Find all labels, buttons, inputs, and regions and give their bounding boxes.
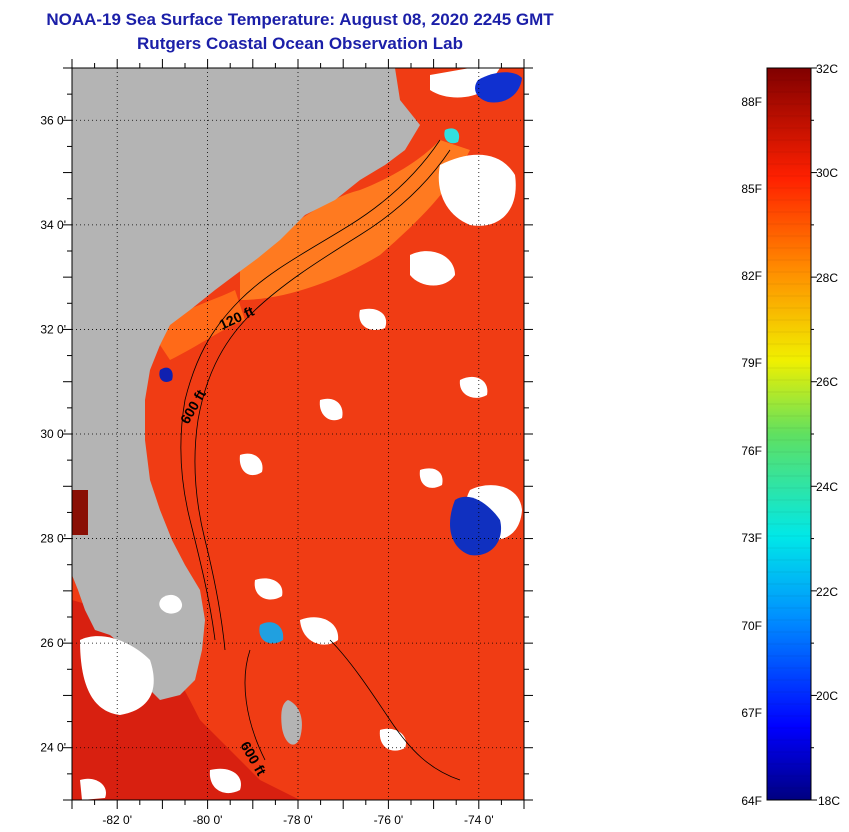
lat-label: 34 0' [40,218,66,232]
andros-island [281,700,302,745]
colorbar-fahrenheit-label: 82F [741,269,762,283]
colorbar-fahrenheit-label: 73F [741,531,762,545]
map-subtitle: Rutgers Coastal Ocean Observation Lab [137,34,463,53]
colorbar-celsius-label: 18C [818,794,840,808]
colorbar-bands [767,67,811,801]
lat-label: 26 0' [40,636,66,650]
cloud-cover [80,68,522,800]
lat-label: 28 0' [40,532,66,546]
map-ticks [63,59,533,809]
colorbar-celsius-label: 20C [816,689,838,703]
colorbar-celsius-label: 24C [816,480,838,494]
colorbar-fahrenheit-label: 76F [741,444,762,458]
lon-label: -80 0' [193,813,223,827]
colorbar-celsius-label: 26C [816,375,838,389]
gulf-warm-patch [72,490,88,535]
colorbar-fahrenheit-label: 88F [741,95,762,109]
lat-label: 32 0' [40,322,66,336]
land-mainland [72,68,420,700]
depth-contours [180,139,461,781]
colorbar-celsius-label: 32C [816,62,838,76]
warm-shelf-water [240,140,470,300]
map-title: NOAA-19 Sea Surface Temperature: August … [46,10,554,29]
lat-label: 24 0' [40,741,66,755]
map-panel: 120 ft 600 ft 600 ft [72,68,524,800]
lat-label: 30 0' [40,427,66,441]
colorbar-fahrenheit-label: 64F [741,794,762,808]
colorbar-celsius-label: 22C [816,585,838,599]
colorbar-celsius-label: 28C [816,271,838,285]
colorbar-fahrenheit-label: 67F [741,706,762,720]
lon-label: -74 0' [464,813,494,827]
lat-label: 36 0' [40,113,66,127]
colorbar-fahrenheit-label: 70F [741,619,762,633]
warm-shelf-water-south [150,290,245,360]
lake-okeechobee [159,594,183,614]
colorbar-fahrenheit-label: 85F [741,182,762,196]
map-grid [72,68,524,800]
colorbar-fahrenheit-label: 79F [741,356,762,370]
colorbar [767,68,811,800]
cool-water-patches [159,72,522,644]
lon-label: -78 0' [283,813,313,827]
lon-label: -82 0' [102,813,132,827]
colorbar-ticks [811,67,817,801]
lon-label: -76 0' [374,813,404,827]
colorbar-celsius-label: 30C [816,166,838,180]
